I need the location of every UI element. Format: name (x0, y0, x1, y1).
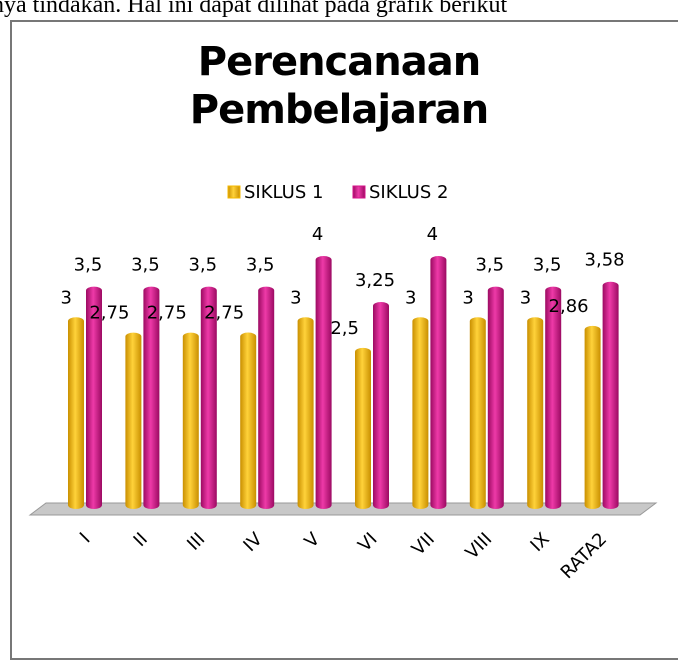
data-label: 3,25 (355, 270, 395, 291)
data-label: 3,5 (246, 255, 275, 276)
data-label: 3 (462, 287, 473, 308)
x-tick-label: IV (239, 528, 267, 556)
bar (182, 332, 199, 509)
data-label: 2,86 (549, 296, 589, 317)
legend-swatch (227, 185, 241, 199)
data-label: 3,5 (475, 255, 504, 276)
bar (258, 286, 275, 509)
bar (412, 317, 429, 509)
x-tick-label: IX (526, 529, 553, 556)
bar (487, 286, 504, 509)
legend-label: SIKLUS 1 (244, 182, 323, 203)
data-label: 2,75 (147, 303, 187, 324)
chart: SIKLUS 1 SIKLUS 233,5I2,753,5II2,753,5III… (28, 182, 658, 583)
bar (315, 256, 332, 509)
data-label: 2,5 (330, 318, 359, 339)
bar (602, 281, 619, 509)
data-label: 3 (61, 287, 72, 308)
bar (68, 317, 84, 509)
data-label: 3 (520, 287, 531, 308)
x-tick-label: I (76, 529, 95, 548)
chart-title: Perencanaan Pembelajaran (189, 39, 490, 133)
data-label: 3 (290, 287, 301, 308)
floor (28, 502, 658, 516)
bar (240, 332, 257, 509)
bar (297, 317, 314, 509)
bar (584, 325, 601, 509)
body-text: nya tindakan. Hal ini dapat dilihat pada… (0, 0, 508, 18)
data-label: 3,5 (74, 255, 103, 276)
bar (355, 347, 371, 509)
bar (430, 256, 447, 509)
x-tick-label: III (183, 529, 209, 555)
data-label: 3,5 (188, 255, 217, 276)
bar (143, 286, 160, 509)
data-label: 2,75 (204, 303, 244, 324)
x-tick-label: VI (354, 529, 381, 556)
bar (125, 332, 142, 509)
x-tick-label: V (301, 528, 325, 552)
x-tick-label: VII (408, 529, 439, 560)
data-label: 3,58 (585, 250, 625, 271)
bar (527, 317, 544, 509)
x-tick-label: VIII (462, 529, 497, 564)
data-label: 3,5 (131, 255, 160, 276)
data-label: 4 (312, 224, 323, 245)
legend-swatch (352, 185, 366, 199)
bar (545, 286, 562, 509)
bar (469, 317, 486, 509)
bar (86, 286, 102, 509)
x-tick-label: II (130, 529, 152, 551)
data-label: 4 (427, 224, 438, 245)
legend-label: SIKLUS 2 (369, 182, 448, 203)
x-tick-label: RATA2 (557, 529, 611, 583)
data-label: 3 (405, 287, 416, 308)
bar (373, 301, 389, 509)
data-label: 2,75 (89, 303, 129, 324)
bar (200, 286, 217, 509)
data-label: 3,5 (533, 255, 562, 276)
